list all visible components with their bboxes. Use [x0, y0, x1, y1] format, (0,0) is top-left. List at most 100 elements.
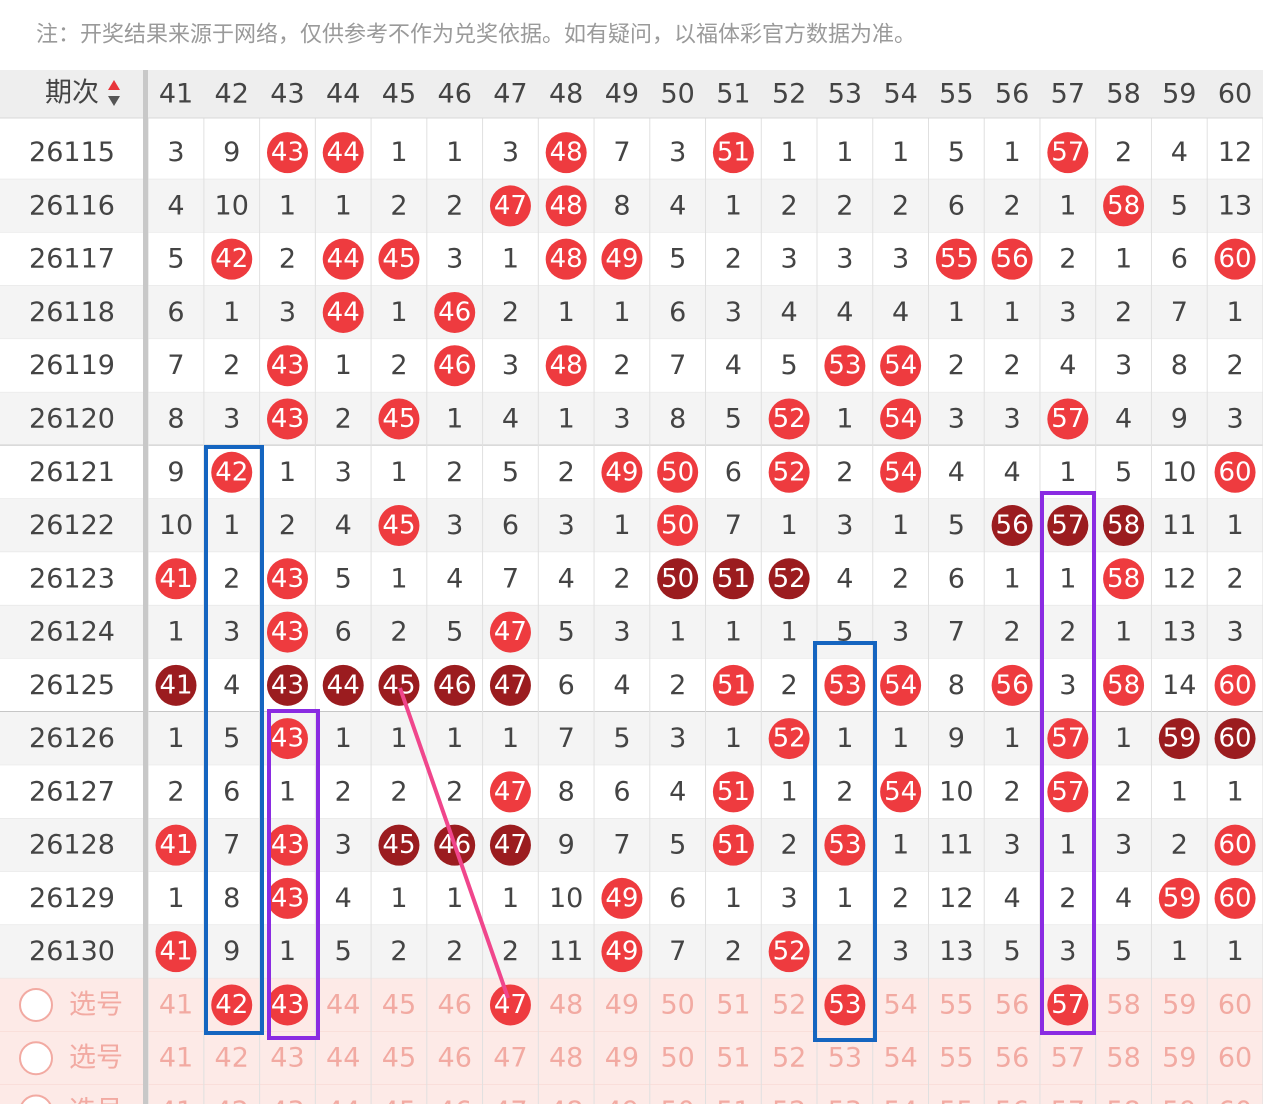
- select-number[interactable]: 59: [1162, 1043, 1196, 1074]
- select-number[interactable]: 46: [438, 989, 472, 1020]
- ball-number: 51: [717, 138, 750, 168]
- cell-number: 10: [215, 190, 249, 221]
- select-number[interactable]: 49: [605, 989, 639, 1020]
- select-number[interactable]: 48: [549, 989, 583, 1020]
- select-number[interactable]: 45: [382, 1096, 416, 1104]
- select-number[interactable]: 49: [605, 1043, 639, 1074]
- column-header: 42: [215, 79, 249, 110]
- select-number[interactable]: 50: [660, 989, 694, 1020]
- select-number[interactable]: 55: [939, 1043, 973, 1074]
- cell-number: 2: [1115, 297, 1132, 328]
- select-number[interactable]: 51: [716, 1043, 750, 1074]
- column-header: 45: [382, 79, 416, 110]
- select-number[interactable]: 42: [215, 1096, 249, 1104]
- row-band: [0, 658, 1263, 712]
- select-number[interactable]: 51: [716, 1096, 750, 1104]
- select-number[interactable]: 42: [215, 1043, 249, 1074]
- ball-number: 51: [717, 777, 750, 807]
- select-number[interactable]: 47: [493, 1043, 527, 1074]
- period: 26128: [29, 830, 115, 861]
- cell-number: 1: [836, 403, 853, 434]
- select-number[interactable]: 50: [660, 1043, 694, 1074]
- select-number[interactable]: 59: [1162, 989, 1196, 1020]
- select-number[interactable]: 51: [716, 989, 750, 1020]
- ball: [155, 664, 197, 706]
- ball: [545, 345, 587, 387]
- select-number[interactable]: 54: [883, 989, 917, 1020]
- select-number[interactable]: 50: [660, 1096, 694, 1104]
- cell-number: 3: [502, 137, 519, 168]
- select-number[interactable]: 52: [772, 1096, 806, 1104]
- select-number[interactable]: 58: [1106, 1096, 1140, 1104]
- cell-number: 9: [948, 723, 965, 754]
- select-number[interactable]: 60: [1218, 1043, 1252, 1074]
- radio[interactable]: [19, 987, 53, 1022]
- select-number[interactable]: 55: [939, 989, 973, 1020]
- cell-number: 2: [390, 350, 407, 381]
- select-number[interactable]: 59: [1162, 1096, 1196, 1104]
- select-number[interactable]: 58: [1106, 1043, 1140, 1074]
- select-number[interactable]: 41: [159, 989, 193, 1020]
- select-number[interactable]: 56: [995, 1096, 1029, 1104]
- select-number[interactable]: 57: [1051, 1096, 1085, 1104]
- ball: [880, 771, 922, 813]
- select-number[interactable]: 60: [1218, 1096, 1252, 1104]
- select-number[interactable]: 41: [159, 1096, 193, 1104]
- select-number[interactable]: 44: [326, 1096, 360, 1104]
- cell-number: 7: [613, 830, 630, 861]
- sort-up[interactable]: [108, 80, 120, 90]
- select-number[interactable]: 53: [828, 1096, 862, 1104]
- select-number[interactable]: 43: [270, 1096, 304, 1104]
- box: [267, 709, 320, 1040]
- ball: [991, 238, 1033, 280]
- select-number[interactable]: 49: [605, 1096, 639, 1104]
- ball-number: 53: [828, 351, 861, 381]
- select-number[interactable]: 52: [772, 989, 806, 1020]
- select-number[interactable]: 55: [939, 1096, 973, 1104]
- ball: [657, 451, 699, 493]
- select-number[interactable]: 52: [772, 1043, 806, 1074]
- select-number[interactable]: 45: [382, 989, 416, 1020]
- cell-number: 7: [669, 936, 686, 967]
- cell-number: 8: [223, 883, 240, 914]
- select-number[interactable]: 48: [549, 1096, 583, 1104]
- select-number[interactable]: 56: [995, 1043, 1029, 1074]
- cell-number: 5: [335, 936, 352, 967]
- cell-number: 1: [1004, 137, 1021, 168]
- ball-number: 43: [271, 564, 304, 594]
- cell-number: 1: [167, 883, 184, 914]
- select-number[interactable]: 47: [493, 1096, 527, 1104]
- radio[interactable]: [20, 1094, 52, 1104]
- select-number[interactable]: 54: [883, 1096, 917, 1104]
- cell-number: 12: [1162, 563, 1196, 594]
- sort-down[interactable]: [108, 96, 120, 106]
- select-number[interactable]: 44: [326, 1043, 360, 1074]
- cell-number: 1: [558, 297, 575, 328]
- ball: [434, 345, 476, 387]
- select-number[interactable]: 45: [382, 1043, 416, 1074]
- select-number[interactable]: 54: [883, 1043, 917, 1074]
- select-number[interactable]: 58: [1106, 989, 1140, 1020]
- select-number[interactable]: 46: [438, 1043, 472, 1074]
- ball: [211, 984, 253, 1026]
- select-number[interactable]: 56: [995, 989, 1029, 1020]
- select-number[interactable]: 48: [549, 1043, 583, 1074]
- cell-number: 2: [669, 670, 686, 701]
- cell-number: 3: [1059, 670, 1076, 701]
- ball-number: 52: [773, 937, 806, 967]
- select-number[interactable]: 46: [438, 1096, 472, 1104]
- period: 26130: [29, 936, 115, 967]
- select-number[interactable]: 60: [1218, 989, 1252, 1020]
- select-number[interactable]: 43: [270, 1043, 304, 1074]
- radio[interactable]: [19, 1041, 53, 1076]
- cell-number: 5: [669, 244, 686, 275]
- select-number[interactable]: 53: [828, 1043, 862, 1074]
- select-number[interactable]: 41: [159, 1043, 193, 1074]
- ball-number: 54: [884, 457, 917, 487]
- select-number[interactable]: 44: [326, 989, 360, 1020]
- ball: [1103, 558, 1145, 600]
- cell-number: 1: [223, 297, 240, 328]
- period-header[interactable]: 期次: [45, 78, 99, 109]
- select-number[interactable]: 57: [1051, 1043, 1085, 1074]
- ball: [1047, 398, 1089, 440]
